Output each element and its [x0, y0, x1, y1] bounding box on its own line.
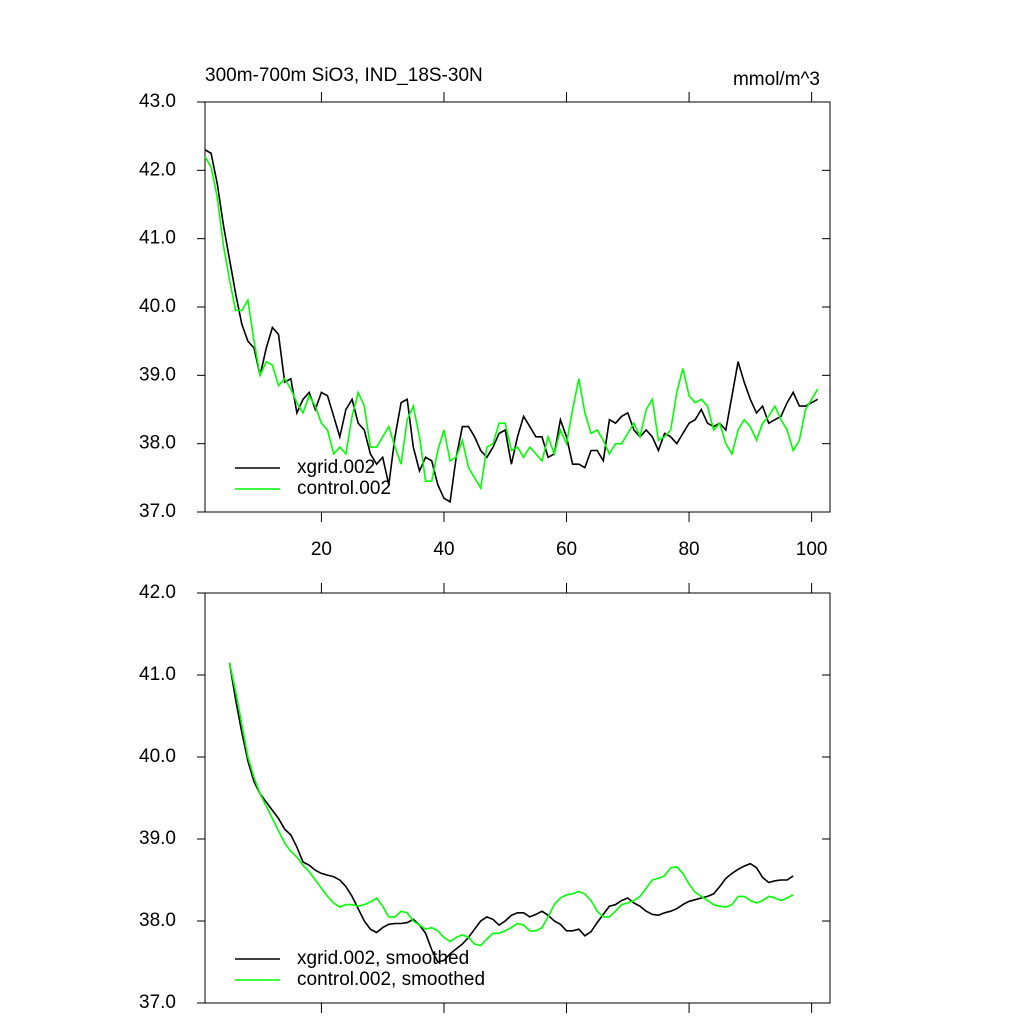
series-line — [228, 662, 794, 963]
y-tick-label: 39.0 — [139, 828, 176, 849]
y-tick-label: 38.0 — [139, 910, 176, 931]
series-line — [204, 149, 819, 504]
plot-frame — [204, 101, 831, 513]
series-line — [228, 662, 794, 947]
legend-label: xgrid.002, smoothed — [297, 948, 469, 969]
chart-title: 300m-700m SiO3, IND_18S-30N — [205, 65, 483, 86]
x-tick-label: 60 — [556, 539, 577, 560]
y-tick-label: 43.0 — [139, 91, 176, 112]
y-tick-label: 41.0 — [139, 228, 176, 249]
y-tick-label: 37.0 — [139, 992, 176, 1013]
y-tick-label: 42.0 — [139, 582, 176, 603]
legend-label: control.002, smoothed — [297, 969, 485, 990]
x-tick-label: 80 — [678, 539, 699, 560]
x-tick-label: 20 — [311, 539, 332, 560]
y-tick-label: 38.0 — [139, 433, 176, 454]
y-tick-label: 39.0 — [139, 364, 176, 385]
x-tick-label: 100 — [796, 539, 828, 560]
y-tick-label: 41.0 — [139, 664, 176, 685]
legend-label: control.002 — [297, 478, 391, 499]
y-tick-label: 37.0 — [139, 501, 176, 522]
series-line — [204, 156, 819, 491]
y-tick-label: 42.0 — [139, 159, 176, 180]
units-label: mmol/m^3 — [733, 69, 820, 90]
plot-frame — [204, 592, 831, 1004]
y-tick-label: 40.0 — [139, 296, 176, 317]
x-tick-label: 40 — [433, 539, 454, 560]
y-tick-label: 40.0 — [139, 746, 176, 767]
legend-label: xgrid.002 — [297, 457, 375, 478]
